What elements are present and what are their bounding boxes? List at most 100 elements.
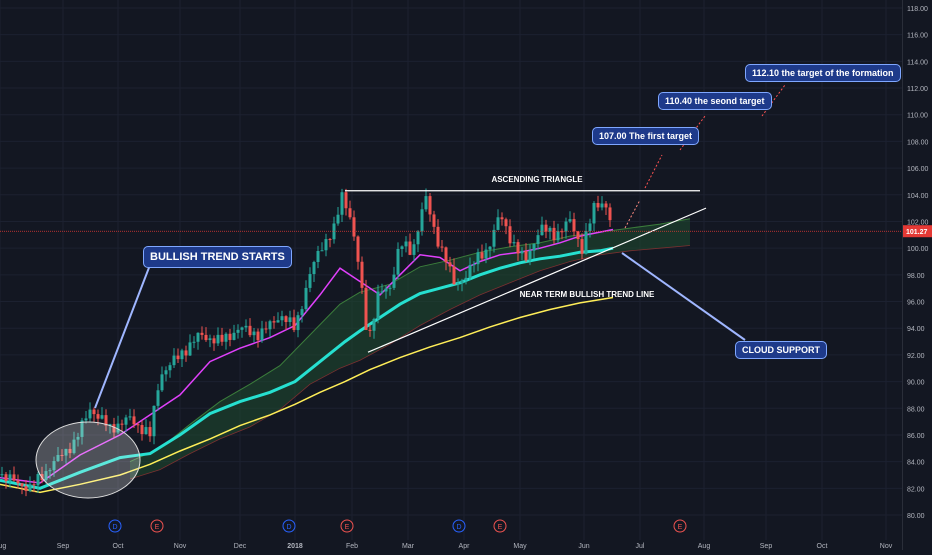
y-tick-label: 84.00 [907,460,925,467]
event-marker-label: D [286,524,291,531]
event-marker-label: E [155,524,160,531]
candle-body [384,288,388,292]
candle-body [516,242,520,254]
candle-body [576,231,580,240]
candle-body [492,229,496,247]
candle-body [212,338,216,344]
candle-body [132,416,136,425]
candle-body [68,448,72,454]
candle-body [28,484,32,491]
candle-body [104,415,108,426]
candle-body [244,325,248,328]
candle-body [108,424,112,426]
candle-body [420,209,424,232]
candle-body [140,425,144,435]
candle-body [544,224,548,232]
candle-body [496,217,500,230]
candle-body [192,341,196,343]
candle-body [604,203,608,208]
candle-body [80,420,84,437]
candle-body [272,321,276,323]
label-ascending-triangle: ASCENDING TRIANGLE [491,175,583,184]
y-tick-label: 110.00 [907,113,928,120]
candle-body [48,470,52,472]
candle-body [184,350,188,356]
candle-body [276,320,280,323]
x-tick-label: Sep [57,543,70,550]
candle-body [128,416,132,418]
event-marker-label: E [345,524,350,531]
event-marker [150,519,164,533]
candle-body [396,248,400,275]
y-tick-label: 104.00 [907,193,929,200]
candle-body [532,243,536,251]
x-tick-label: Nov [174,543,187,550]
candle-body [180,350,184,360]
candle-body [568,219,572,222]
y-tick-label: 114.00 [907,59,928,66]
candle-body [4,474,8,481]
candle-body [208,338,212,341]
candle-body [92,409,96,415]
candle-body [468,265,472,278]
candle-body [596,203,600,208]
callout-bullish-trend: BULLISH TREND STARTS [143,246,292,268]
candle-body [224,333,228,342]
candle-body [300,309,304,316]
y-axis: 80.00 82.00 84.00 86.00 88.00 90.00 92.00 94.00… [903,6,932,520]
candle-body [324,239,328,251]
candle-body [528,250,532,261]
candle-body [16,480,20,484]
x-tick-label: Aug [698,543,711,550]
y-tick-label: 100.00 [907,246,929,253]
y-tick-label: 106.00 [907,166,929,173]
y-tick-label: 90.00 [907,380,925,387]
candle-body [352,217,356,237]
candle-body [512,242,516,244]
candle-body [252,331,256,336]
candle-body [404,241,408,247]
candle-body [256,331,260,341]
candle-body [564,221,568,232]
candle-body [64,448,68,456]
candle-body [288,317,292,323]
y-tick-label: 116.00 [907,33,928,40]
candle-body [388,287,392,289]
y-tick-label: 108.00 [907,139,929,146]
candle-body [588,223,592,232]
candle-body [136,424,140,426]
x-tick-label: Nov [880,543,893,550]
candle-body [368,329,372,331]
candle-body [376,291,380,319]
event-marker [282,519,296,533]
candle-body [84,418,88,421]
candle-body [320,250,324,252]
candle-body [168,365,172,371]
trend-line [367,207,707,353]
candle-body [160,374,164,391]
candle-body [8,474,12,481]
candle-body [172,355,176,366]
candle-body [540,224,544,236]
candle-body [456,283,460,285]
candle-body [32,484,36,486]
candle-body [112,424,116,433]
event-marker-label: D [112,524,117,531]
x-tick-label: Apr [459,543,471,550]
event-marker-label: E [498,524,503,531]
y-tick-label: 96.00 [907,300,925,307]
candle-body [476,252,480,265]
candle-body [240,327,244,330]
price-axis[interactable]: 80.00 82.00 84.00 86.00 88.00 90.00 92.00 94.00… [902,0,932,550]
candle-body [392,274,396,288]
candle-body [440,246,444,248]
candle-body [580,239,584,254]
x-tick-label: Dec [234,543,247,550]
y-tick-label: 118.00 [907,6,928,13]
candle-body [72,439,76,454]
x-tick-label: Sep [760,543,773,550]
candle-body [444,247,448,263]
y-tick-label: 86.00 [907,433,925,440]
x-tick-label: 2018 [287,543,303,550]
